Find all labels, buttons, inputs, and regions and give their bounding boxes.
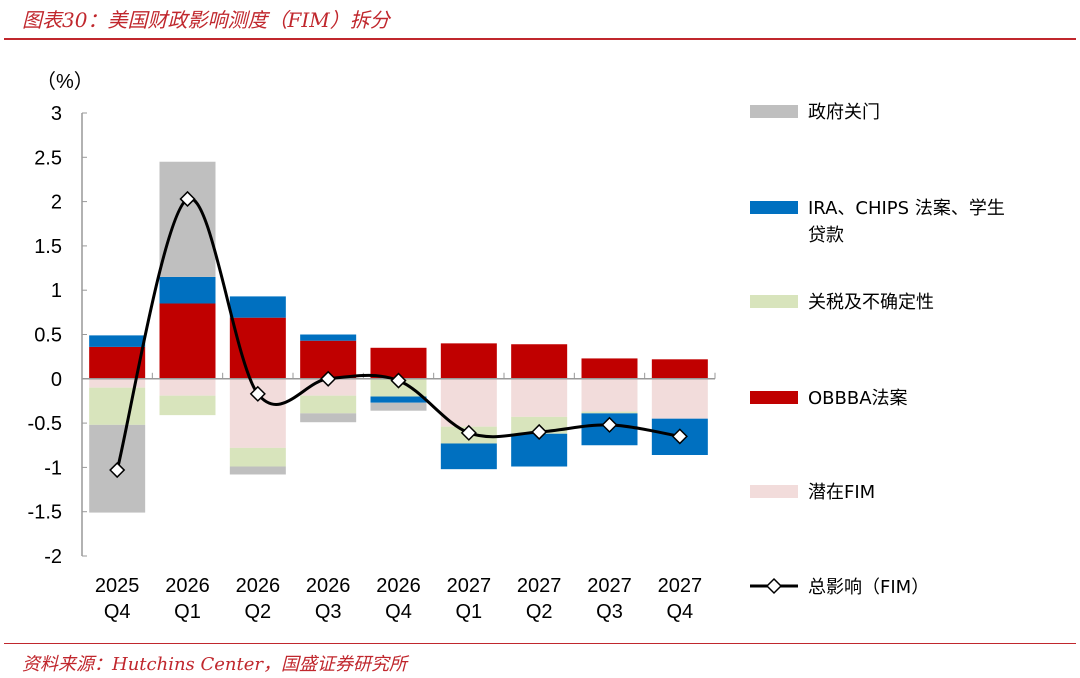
x-tick-label: Q4: [385, 601, 412, 623]
legend-label: 总影响（FIM）: [808, 577, 929, 598]
y-tick-label: -0.5: [28, 413, 62, 435]
bar-segment: [89, 335, 146, 347]
legend-swatch: [750, 485, 798, 498]
bar-segment: [370, 402, 427, 411]
bar-segment: [159, 303, 216, 379]
bar-segment: [581, 411, 638, 414]
x-tick-label: 2027: [587, 575, 632, 597]
bar-segment: [511, 378, 568, 417]
legend-label: 政府关门: [808, 102, 880, 123]
bar-segment: [229, 317, 286, 379]
legend-swatch: [750, 391, 798, 404]
x-tick-label: Q2: [244, 601, 271, 623]
bar-segment: [581, 358, 638, 379]
unit-label: （%）: [36, 70, 94, 93]
bar-segment: [370, 396, 427, 403]
bar-segment: [159, 276, 216, 304]
bar-segment: [229, 296, 286, 318]
y-tick-label: -2: [44, 546, 62, 568]
title-rule: [4, 38, 1076, 40]
bar-segment: [511, 344, 568, 379]
fim-point: [460, 424, 477, 441]
bar-segment: [440, 343, 497, 379]
fim-point: [109, 461, 126, 479]
x-tick-label: Q3: [315, 601, 342, 623]
bar-segment: [159, 395, 216, 416]
bar-segment: [651, 378, 708, 419]
y-tick-label: 1: [51, 280, 62, 302]
y-tick-label: 2.5: [34, 147, 62, 169]
bar-segment: [229, 447, 286, 467]
x-tick-label: 2027: [447, 575, 492, 597]
x-tick-label: 2027: [517, 575, 562, 597]
x-tick-label: Q4: [666, 601, 693, 623]
x-tick-label: 2026: [236, 575, 281, 597]
fim-point: [249, 385, 266, 402]
x-tick-label: Q4: [104, 601, 131, 623]
bar-segment: [159, 161, 216, 277]
fim-line: [115, 197, 681, 471]
legend-label: 潜在FIM: [808, 482, 875, 503]
chart-title: 图表30：美国财政影响测度（FIM）拆分: [22, 8, 390, 32]
bar-segment: [89, 387, 146, 425]
y-tick-label: -1.5: [28, 502, 62, 524]
x-tick-label: 2025: [95, 575, 140, 597]
legend-swatch: [750, 105, 798, 118]
y-tick-label: 2: [51, 192, 62, 214]
bar-segment: [89, 378, 146, 388]
x-tick-label: Q3: [596, 601, 623, 623]
fim-point: [601, 416, 618, 433]
y-tick-label: 1.5: [34, 236, 62, 258]
bar-segment: [440, 443, 497, 470]
fim-point: [531, 423, 548, 441]
bar-segment: [229, 466, 286, 475]
legend-swatch: [750, 295, 798, 308]
fim-point: [179, 190, 196, 208]
y-tick-label: 0.5: [34, 325, 62, 347]
legend-label: OBBBA法案: [808, 388, 908, 409]
bar-segment: [300, 395, 357, 414]
x-tick-label: 2026: [306, 575, 351, 597]
x-tick-label: 2026: [376, 575, 421, 597]
bar-segment: [300, 413, 357, 423]
y-tick-label: -1: [44, 457, 62, 479]
bar-segment: [651, 359, 708, 379]
source-rule: [4, 643, 1076, 644]
fim-point: [390, 372, 407, 389]
fim-point: [320, 370, 337, 387]
legend-label: 关税及不确定性: [808, 292, 934, 313]
y-tick-label: 3: [51, 103, 62, 125]
x-tick-label: Q1: [455, 601, 482, 623]
x-tick-label: 2026: [165, 575, 210, 597]
bar-segment: [440, 378, 497, 427]
x-tick-label: Q1: [174, 601, 201, 623]
bar-segment: [581, 378, 638, 412]
legend-diamond-icon: [765, 577, 783, 595]
bar-segment: [300, 334, 357, 341]
x-tick-label: Q2: [526, 601, 553, 623]
source-note: 资料来源：Hutchins Center，国盛证券研究所: [22, 654, 408, 675]
y-tick-label: 0: [51, 369, 62, 391]
fim-point: [671, 428, 688, 445]
bar-segment: [159, 378, 216, 396]
legend-label: IRA、CHIPS 法案、学生贷款: [808, 198, 1005, 246]
x-tick-label: 2027: [658, 575, 703, 597]
legend-swatch: [750, 201, 798, 214]
